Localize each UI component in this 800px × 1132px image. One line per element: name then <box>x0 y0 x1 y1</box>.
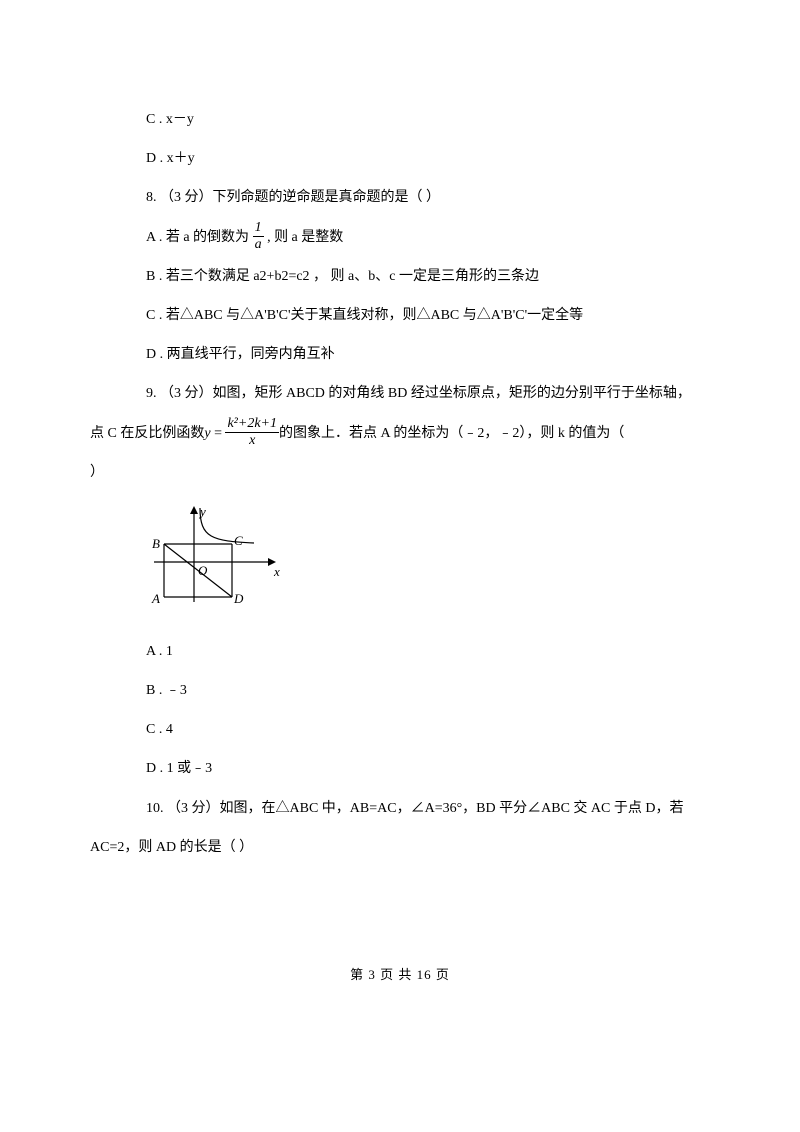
q9-l2-eq: = <box>211 426 226 441</box>
svg-text:D: D <box>233 591 244 606</box>
q9-diagram: y x O B C D A <box>90 492 710 632</box>
frac-num: 1 <box>253 220 264 236</box>
svg-text:x: x <box>273 564 280 579</box>
q8-stem: 8. （3 分）下列命题的逆命题是真命题的是（ ） <box>90 178 710 217</box>
svg-text:A: A <box>151 591 160 606</box>
frac-den: x <box>225 433 279 448</box>
page-footer: 第 3 页 共 16 页 <box>90 867 710 1023</box>
fraction-k-expression: k²+2k+1x <box>225 416 279 448</box>
q8-a-post: , 则 a 是整数 <box>267 230 343 245</box>
q8-option-a: A . 若 a 的倒数为 1 a , 则 a 是整数 <box>90 218 710 257</box>
q9-l2-post: 的图象上．若点 A 的坐标为（﹣2，﹣2），则 k 的值为（ <box>279 426 624 441</box>
rectangle-hyperbola-diagram: y x O B C D A <box>146 502 286 622</box>
frac-den: a <box>253 237 264 252</box>
q9-stem-line1: 9. （3 分）如图，矩形 ABCD 的对角线 BD 经过坐标原点，矩形的边分别… <box>90 374 710 413</box>
q9-option-d: D . 1 或﹣3 <box>90 749 710 788</box>
q9-option-a: A . 1 <box>90 632 710 671</box>
q8-a-pre: A . 若 a 的倒数为 <box>146 230 253 245</box>
q7-option-c: C . x－y <box>90 100 710 139</box>
q9-l2-pre: 点 C 在反比例函数 <box>90 426 204 441</box>
q8-option-d: D . 两直线平行，同旁内角互补 <box>90 335 710 374</box>
q9-stem-line3: ） <box>90 453 710 492</box>
q10-stem-line1: 10. （3 分）如图，在△ABC 中，AB=AC，∠A=36°，BD 平分∠A… <box>90 789 710 828</box>
frac-num: k²+2k+1 <box>225 416 279 432</box>
q7-option-d: D . x＋y <box>90 139 710 178</box>
svg-text:B: B <box>152 536 160 551</box>
q9-option-b: B . ﹣3 <box>90 671 710 710</box>
exam-page: C . x－y D . x＋y 8. （3 分）下列命题的逆命题是真命题的是（ … <box>0 0 800 1073</box>
q9-option-c: C . 4 <box>90 710 710 749</box>
svg-text:y: y <box>198 504 206 519</box>
q8-option-c: C . 若△ABC 与△A'B'C'关于某直线对称，则△ABC 与△A'B'C'… <box>90 296 710 335</box>
fraction-1-over-a: 1 a <box>253 220 264 252</box>
svg-text:O: O <box>198 563 208 578</box>
q9-stem-line2: 点 C 在反比例函数y = k²+2k+1x的图象上．若点 A 的坐标为（﹣2，… <box>90 414 710 453</box>
svg-text:C: C <box>234 533 243 548</box>
q10-stem-line2: AC=2，则 AD 的长是（ ） <box>90 828 710 867</box>
q8-option-b: B . 若三个数满足 a2+b2=c2 ， 则 a、b、c 一定是三角形的三条边 <box>90 257 710 296</box>
